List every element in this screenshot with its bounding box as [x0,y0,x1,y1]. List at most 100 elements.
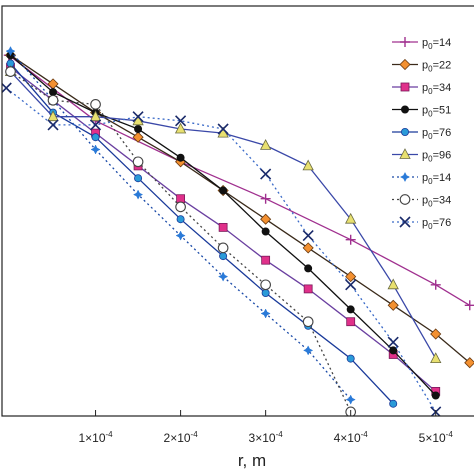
series-4 [6,51,440,400]
data-point [132,111,144,123]
data-point [345,279,357,291]
data-point [175,115,187,127]
data-point [302,316,314,328]
data-point [399,171,411,183]
series-line [10,62,394,405]
data-point [47,78,59,90]
data-point [261,255,271,265]
data-point [399,148,411,159]
series-8 [5,66,357,416]
data-point [430,279,441,290]
data-point [260,279,271,291]
data-point [175,230,186,241]
data-point [132,156,144,168]
series-line [10,50,352,401]
data-point [431,391,440,400]
data-point [176,153,185,162]
data-point [345,212,357,224]
data-point [260,308,271,319]
data-point [430,352,442,363]
legend: p0=14 p0=22 p0=34 p0=51 p0=76 p0=96 p0=14 p0=34… [390,28,474,237]
legend-label: p0=14 [422,172,451,186]
data-point [218,222,228,232]
data-point [219,186,228,195]
data-point [134,174,143,183]
legend-entry: p0=22 [392,58,451,74]
x-tick-label: 3×10-4 [249,430,284,445]
data-point [261,227,270,236]
legend-label: p0=51 [422,105,451,119]
data-point [176,194,185,204]
data-point [133,189,144,200]
legend-label: p0=34 [422,82,451,96]
data-point [400,82,410,92]
x-axis-label: r, m [238,451,266,470]
plot-area [2,46,474,416]
data-point [5,66,16,77]
legend-label: p0=76 [422,127,451,141]
series-9 [2,82,442,416]
data-point [5,46,16,57]
data-point [175,201,186,213]
data-point [303,345,314,356]
x-tick-label: 1×10-4 [78,430,113,445]
x-tick-label: 4×10-4 [334,430,369,445]
legend-entry: p0=51 [392,105,451,119]
data-point [389,399,398,408]
x-axis: 1×10-4 2×10-4 3×10-4 4×10-4 5×10-4 [1,5,474,445]
legend-entry: p0=76 [392,127,451,141]
legend-entry: p0=76 [392,216,451,231]
data-point [302,230,314,242]
data-point [399,194,411,205]
legend-label: p0=14 [422,37,451,51]
data-point [304,264,313,273]
data-point [219,252,228,261]
data-point [47,110,59,122]
data-point [132,131,144,143]
data-point [89,119,102,131]
data-point [261,288,270,297]
data-point [302,159,314,171]
data-point [176,215,185,224]
data-point [217,123,229,135]
data-point [464,300,474,311]
data-point [134,125,143,134]
data-point [260,193,271,204]
series-3 [6,63,441,396]
legend-entry: p0=96 [392,148,451,164]
legend-entry: p0=14 [392,171,451,186]
series-line [10,71,437,359]
data-point [464,357,474,369]
data-point [174,122,187,134]
data-point [47,119,59,131]
legend-label: p0=76 [422,217,451,231]
data-point [259,139,272,150]
legend-label: p0=96 [422,150,451,164]
legend-entry: p0=14 [392,37,451,51]
data-point [302,242,314,254]
data-point [47,94,59,106]
data-point [346,354,355,363]
data-point [387,278,399,290]
series-6 [4,65,442,363]
data-point [260,213,272,225]
data-point [400,105,409,114]
legend-entry: p0=34 [392,82,451,96]
data-point [49,88,58,97]
legend-label: p0=34 [422,195,451,209]
data-point [303,284,313,294]
data-point [387,336,399,348]
data-point [217,242,229,254]
data-point [2,82,12,94]
data-point [346,305,355,314]
x-tick-label: 5×10-4 [419,430,454,445]
data-point [400,37,410,47]
data-point [345,394,356,405]
data-point [90,144,101,155]
data-point [400,127,409,136]
data-point [89,110,102,122]
data-point [345,234,356,245]
data-point [90,99,101,110]
legend-label: p0=22 [422,60,451,74]
